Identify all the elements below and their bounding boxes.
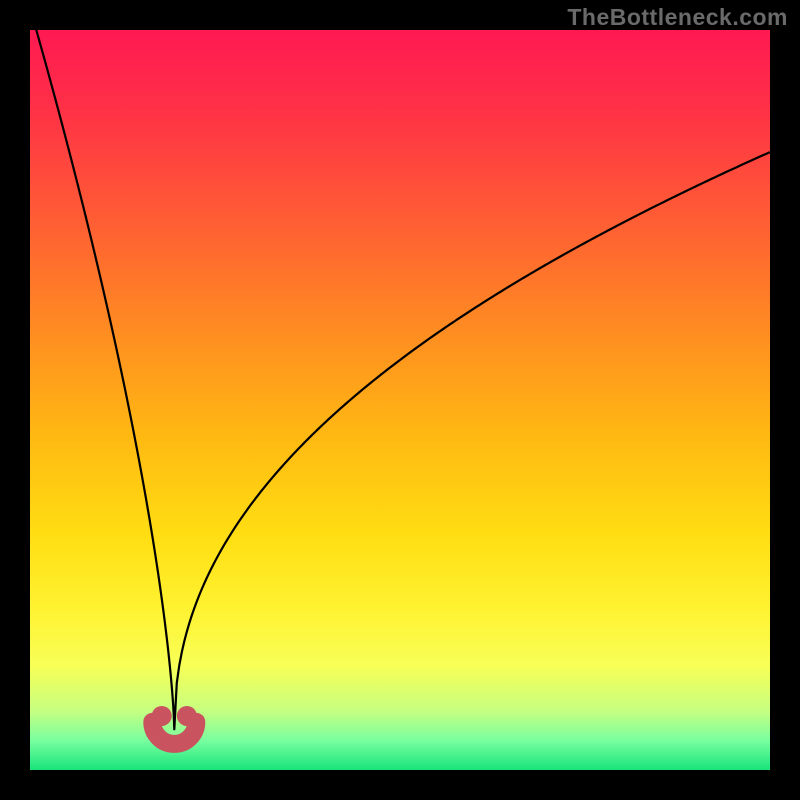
bottleneck-chart [0,0,800,800]
trough-dot-right [177,706,197,726]
chart-container: TheBottleneck.com [0,0,800,800]
watermark-text: TheBottleneck.com [567,4,788,31]
heat-gradient [30,30,770,770]
trough-dot-left [152,706,172,726]
